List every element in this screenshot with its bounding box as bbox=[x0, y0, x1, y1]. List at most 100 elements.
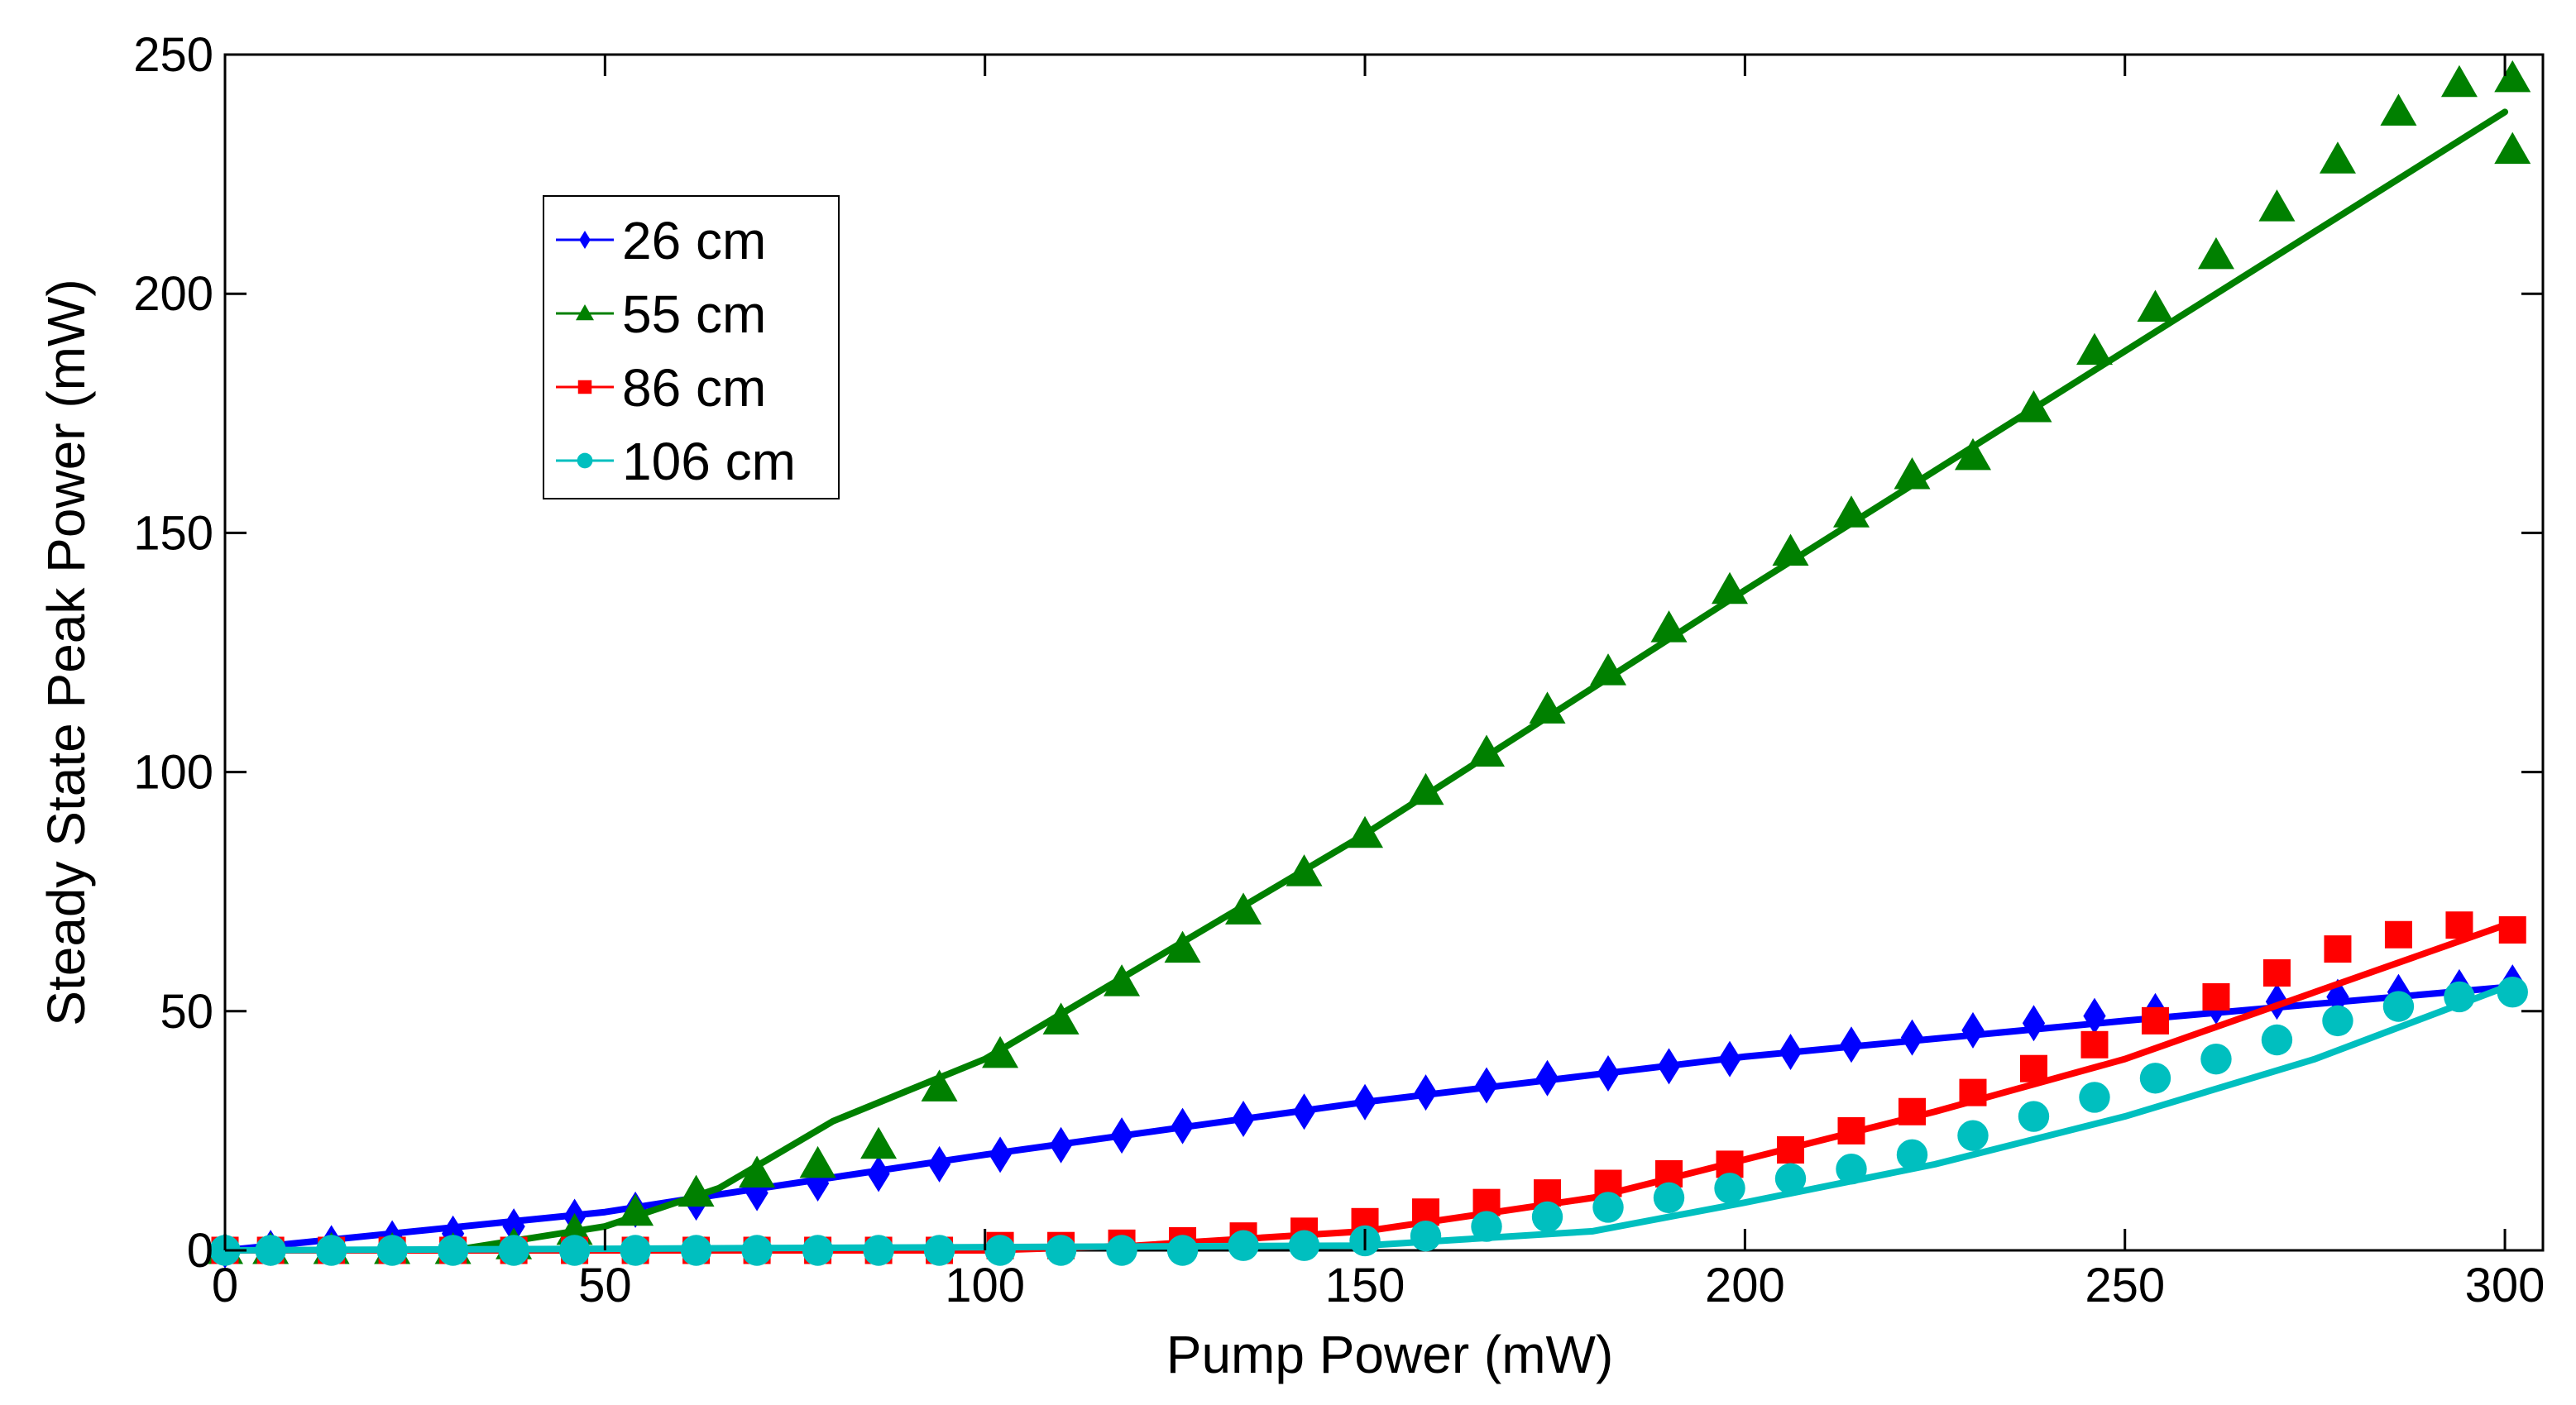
data-point bbox=[1171, 1107, 1195, 1145]
legend-entry: 106 cm bbox=[556, 432, 796, 491]
data-point bbox=[1407, 772, 1444, 805]
x-tick-label: 200 bbox=[1705, 1259, 1785, 1312]
x-tick-label: 250 bbox=[2085, 1259, 2165, 1312]
data-point bbox=[1414, 1074, 1438, 1111]
series-line bbox=[222, 983, 2509, 1254]
data-point bbox=[2258, 189, 2296, 222]
data-point bbox=[1657, 1048, 1681, 1085]
legend-label: 55 cm bbox=[622, 284, 766, 344]
y-axis-label: Steady State Peak Power (mW) bbox=[36, 279, 96, 1025]
legend-entries: 26 cm 55 cm 86 cm 106 cm bbox=[556, 211, 796, 491]
data-point bbox=[437, 1235, 469, 1266]
y-axis-ticks: 0 50 100 150 200 250 bbox=[133, 28, 2543, 1278]
data-point bbox=[1110, 1117, 1133, 1154]
data-point bbox=[1712, 571, 1749, 605]
legend-marker bbox=[576, 304, 594, 321]
data-point bbox=[923, 1235, 955, 1266]
y-tick-label: 50 bbox=[160, 985, 213, 1039]
data-point bbox=[2322, 1005, 2353, 1037]
data-point bbox=[1410, 1220, 1442, 1252]
data-point bbox=[2382, 991, 2415, 1022]
data-point bbox=[1597, 1054, 1620, 1092]
data-point bbox=[1954, 437, 1991, 471]
data-point bbox=[1292, 1093, 1316, 1130]
series-86-cm bbox=[211, 911, 2526, 1264]
data-point bbox=[1228, 1230, 1259, 1261]
data-point bbox=[1900, 1019, 1924, 1056]
data-point bbox=[376, 1235, 408, 1266]
data-point bbox=[558, 1235, 591, 1266]
data-point bbox=[2079, 1082, 2110, 1113]
data-point bbox=[2083, 997, 2106, 1035]
data-point bbox=[2139, 1063, 2171, 1094]
data-point bbox=[2200, 1043, 2232, 1075]
data-point bbox=[2076, 332, 2113, 366]
data-point bbox=[1837, 1116, 1865, 1145]
data-point bbox=[1772, 533, 1809, 566]
axes-box bbox=[223, 53, 2545, 1252]
data-point bbox=[1959, 1078, 1987, 1106]
data-point bbox=[1232, 1100, 1255, 1137]
data-point bbox=[2445, 911, 2473, 939]
data-point bbox=[502, 1208, 525, 1245]
data-point bbox=[2384, 920, 2412, 949]
data-point bbox=[2018, 1101, 2050, 1132]
legend: 26 cm 55 cm 86 cm 106 cm bbox=[543, 195, 840, 499]
legend-marker bbox=[577, 380, 592, 394]
data-point bbox=[1045, 1235, 1077, 1266]
data-point bbox=[863, 1235, 894, 1266]
data-point bbox=[1718, 1040, 1741, 1078]
data-point bbox=[680, 1235, 712, 1266]
data-point bbox=[1774, 1163, 1807, 1194]
y-tick-label: 250 bbox=[133, 28, 213, 82]
data-point bbox=[1832, 495, 1870, 528]
x-tick-label: 50 bbox=[578, 1259, 632, 1312]
series-line bbox=[222, 108, 2509, 1254]
data-point bbox=[2261, 1024, 2293, 1056]
data-point bbox=[1896, 1139, 1928, 1171]
data-point bbox=[2498, 915, 2526, 944]
data-point bbox=[617, 1193, 654, 1226]
data-point bbox=[799, 1145, 836, 1178]
data-point bbox=[2141, 1006, 2169, 1035]
data-point bbox=[1779, 1033, 1803, 1070]
data-point bbox=[315, 1235, 347, 1266]
y-tick-label: 200 bbox=[133, 267, 213, 321]
y-tick-label: 0 bbox=[187, 1224, 213, 1278]
legend-entry: 86 cm bbox=[556, 358, 766, 418]
x-tick-label: 100 bbox=[945, 1259, 1025, 1312]
data-point bbox=[739, 1155, 776, 1188]
data-point bbox=[1898, 1097, 1926, 1125]
data-point bbox=[1475, 1067, 1498, 1104]
data-point bbox=[1653, 1182, 1685, 1214]
y-tick-label: 100 bbox=[133, 746, 213, 800]
legend-label: 106 cm bbox=[622, 432, 796, 491]
legend-marker bbox=[577, 452, 593, 469]
legend-marker bbox=[579, 231, 591, 249]
data-point bbox=[1590, 653, 1627, 686]
x-axis-label: Pump Power (mW) bbox=[1166, 1325, 1614, 1384]
x-axis-ticks: 0 50 100 150 200 250 300 bbox=[212, 55, 2545, 1312]
data-point bbox=[1049, 1126, 1073, 1164]
data-point bbox=[982, 1035, 1019, 1068]
legend-entry: 26 cm bbox=[556, 211, 766, 270]
data-point bbox=[2324, 935, 2352, 963]
x-tick-label: 0 bbox=[212, 1259, 238, 1312]
data-point bbox=[1286, 854, 1323, 886]
series-106-cm bbox=[209, 976, 2528, 1266]
data-point bbox=[1961, 1011, 1985, 1049]
data-point bbox=[867, 1155, 890, 1192]
data-point bbox=[989, 1136, 1012, 1173]
data-point bbox=[1529, 691, 1566, 724]
data-point bbox=[1225, 892, 1262, 925]
series-layer bbox=[207, 60, 2531, 1269]
data-point bbox=[620, 1235, 651, 1266]
data-point bbox=[1468, 734, 1506, 767]
legend-label: 86 cm bbox=[622, 358, 766, 418]
data-point bbox=[1957, 1120, 1989, 1151]
data-point bbox=[1353, 1083, 1377, 1121]
x-tick-label: 300 bbox=[2465, 1259, 2545, 1312]
data-point bbox=[255, 1235, 286, 1266]
y-tick-label: 150 bbox=[133, 506, 213, 560]
data-point bbox=[1106, 1235, 1137, 1266]
